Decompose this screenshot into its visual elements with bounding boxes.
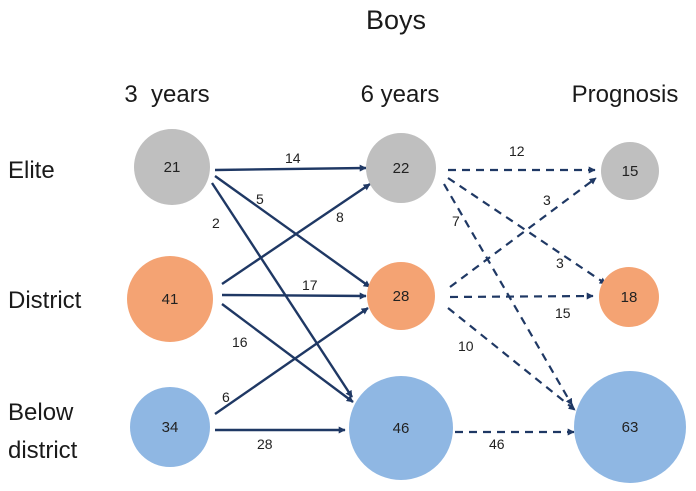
flow-label-district3-district6: 17 xyxy=(302,277,318,293)
flow-label-district6-eliteprog: 3 xyxy=(543,192,551,208)
row-label-below-district-line1: Below xyxy=(8,399,74,426)
flow-label-elite6-districtprog: 3 xyxy=(556,255,564,271)
node-3years-elite xyxy=(134,129,210,205)
node-6years-elite xyxy=(366,133,436,203)
node-prognosis-below xyxy=(574,371,686,483)
node-3years-below-value: 34 xyxy=(162,419,179,436)
node-3years-district xyxy=(127,256,213,342)
node-3years-elite-value: 21 xyxy=(164,159,181,176)
flow-label-elite6-eliteprog: 12 xyxy=(509,143,525,159)
flow-label-below3-district6: 6 xyxy=(222,389,230,405)
node-prognosis-district xyxy=(599,267,659,327)
arrow-elite6-districtprog xyxy=(447,177,607,285)
flow-label-district6-districtprog: 15 xyxy=(555,305,571,321)
flow-label-below3-below6: 28 xyxy=(257,436,273,452)
node-6years-below xyxy=(349,376,453,480)
node-6years-below-value: 46 xyxy=(393,420,410,437)
flow-label-elite3-below6: 2 xyxy=(212,215,220,231)
arrow-district6-eliteprog xyxy=(449,177,597,288)
node-6years-elite-value: 22 xyxy=(393,160,410,177)
node-6years-district xyxy=(367,262,435,330)
arrow-elite3-district6 xyxy=(214,175,371,288)
arrow-elite3-elite6 xyxy=(214,164,367,172)
arrow-district6-belowprog xyxy=(447,307,576,411)
arrow-district6-districtprog xyxy=(449,292,594,300)
row-label-below-district-line2: district xyxy=(8,437,78,464)
node-3years-below xyxy=(130,387,210,467)
flow-label-district3-elite6: 8 xyxy=(336,209,344,225)
diagram-title: Boys xyxy=(366,5,426,35)
arrow-district3-district6 xyxy=(221,292,367,300)
flow-label-below6-belowprog: 46 xyxy=(489,436,505,452)
flow-label-elite6-belowprog: 7 xyxy=(452,213,460,229)
arrow-below3-district6 xyxy=(214,307,369,415)
node-prognosis-below-value: 63 xyxy=(622,419,639,436)
arrow-elite3-below6 xyxy=(210,182,354,398)
arrow-district3-below6 xyxy=(221,303,354,403)
node-prognosis-district-value: 18 xyxy=(621,289,638,306)
arrow-elite6-belowprog xyxy=(443,183,573,406)
column-header-3-years: 3 years xyxy=(124,81,209,108)
node-prognosis-elite xyxy=(601,142,659,200)
arrow-district3-elite6 xyxy=(221,183,371,285)
column-header-6-years: 6 years xyxy=(361,81,440,108)
flow-label-elite3-district6: 5 xyxy=(256,191,264,207)
flow-label-district3-below6: 16 xyxy=(232,334,248,350)
flow-label-elite3-elite6: 14 xyxy=(285,150,301,166)
row-label-district: District xyxy=(8,287,82,314)
flow-label-district6-belowprog: 10 xyxy=(458,338,474,354)
node-prognosis-elite-value: 15 xyxy=(622,163,639,180)
node-3years-district-value: 41 xyxy=(162,291,179,308)
column-header-prognosis: Prognosis xyxy=(572,81,679,108)
node-6years-district-value: 28 xyxy=(393,288,410,305)
row-label-elite: Elite xyxy=(8,157,55,184)
